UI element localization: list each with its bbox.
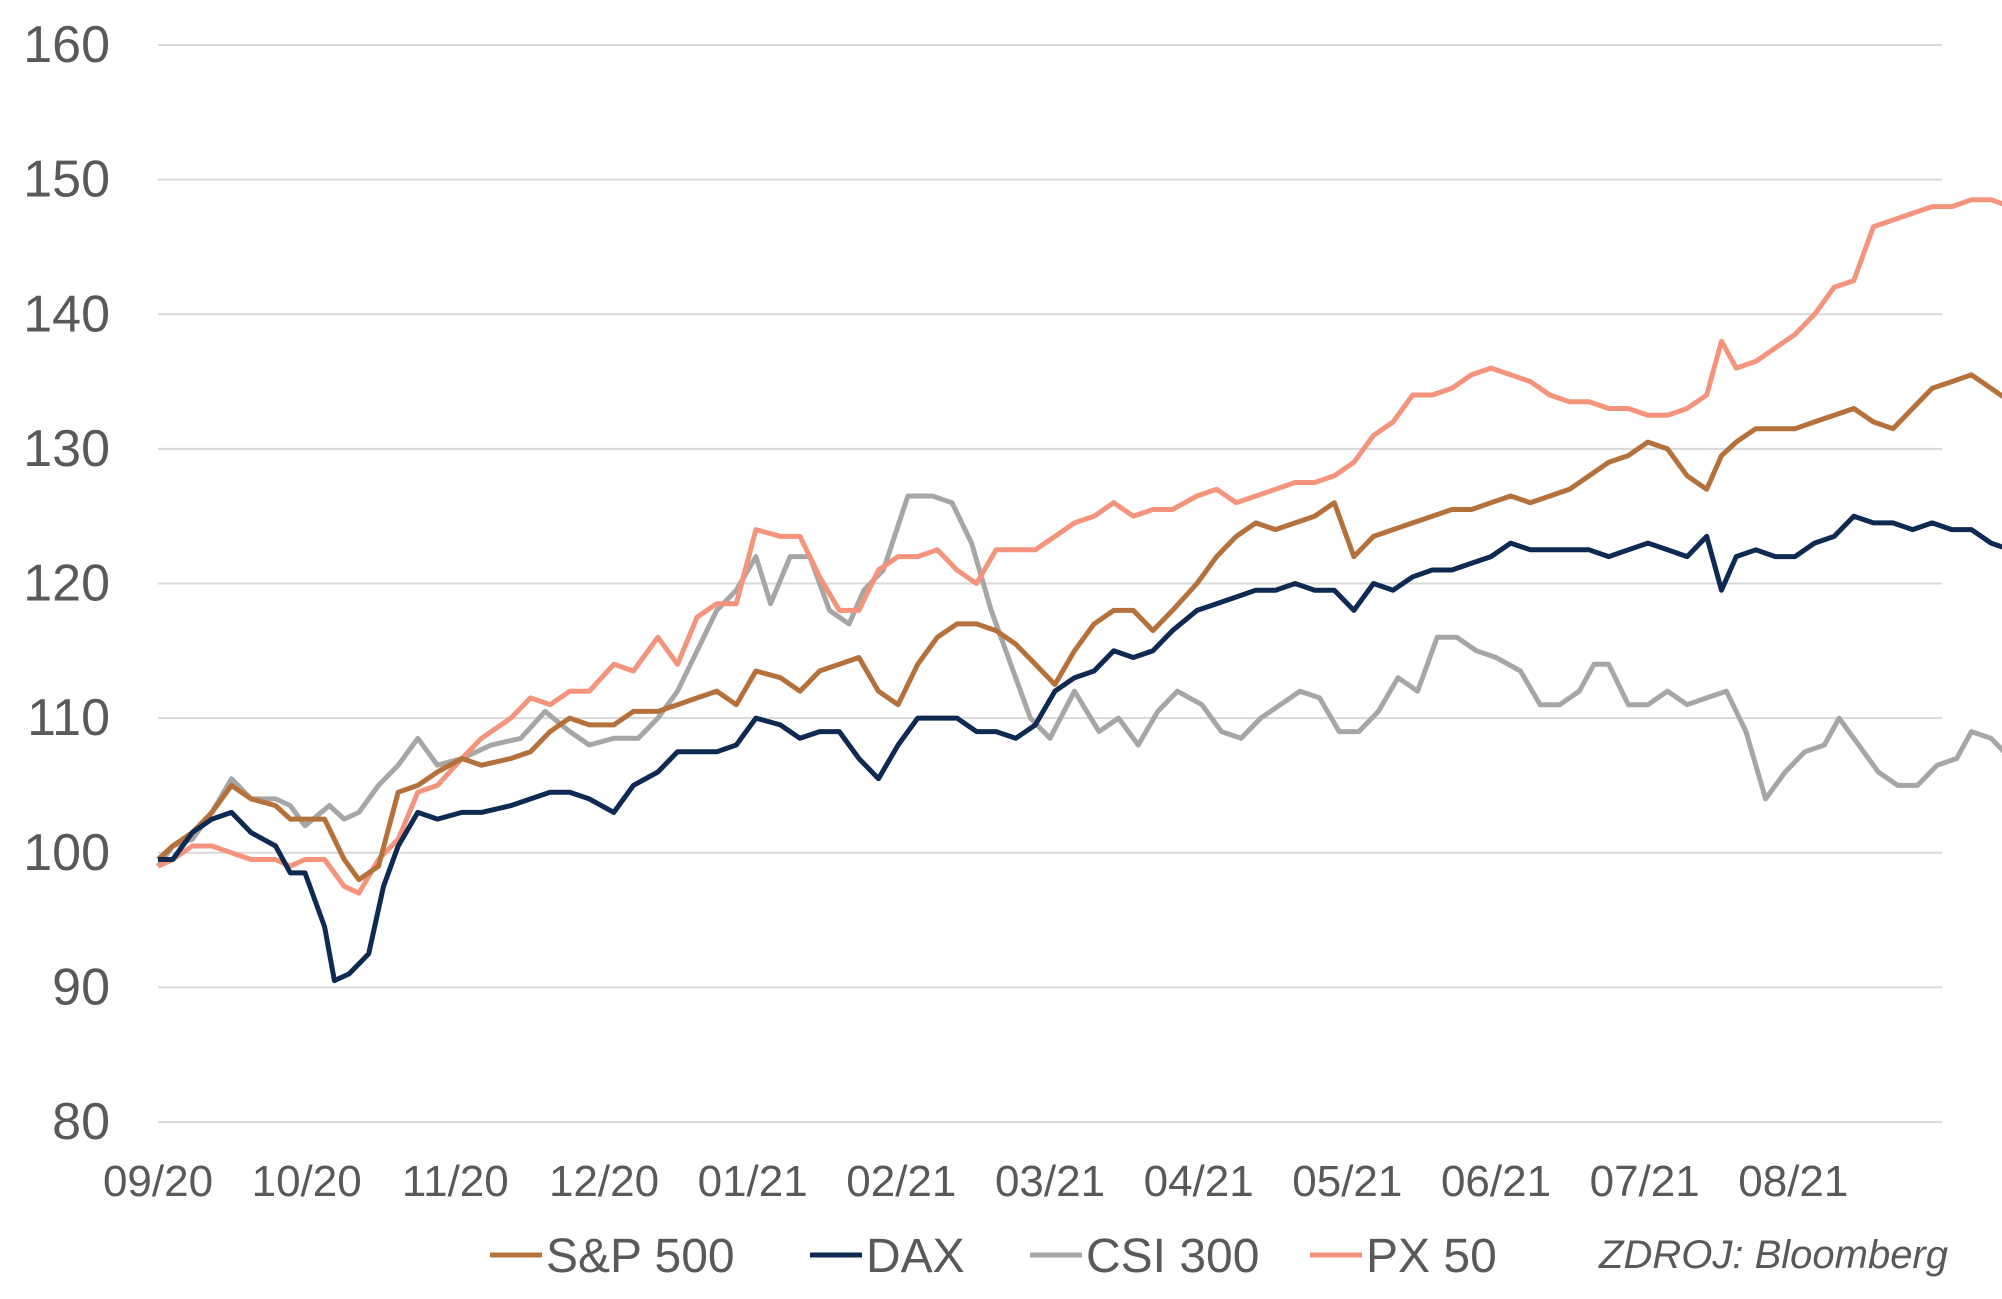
y-tick-label: 130 xyxy=(23,420,110,478)
legend: S&P 500 DAX CSI 300 PX 50 xyxy=(490,1230,1497,1283)
x-tick-label: 10/20 xyxy=(252,1157,362,1206)
x-tick-label: 07/21 xyxy=(1590,1157,1700,1206)
legend-label: S&P 500 xyxy=(546,1230,735,1283)
y-tick-label: 150 xyxy=(23,151,110,209)
legend-label: DAX xyxy=(866,1230,965,1283)
source-label: ZDROJ: Bloomberg xyxy=(1598,1233,1948,1277)
series-line-csi-300 xyxy=(155,493,2002,868)
y-tick-label: 120 xyxy=(23,555,110,613)
x-tick-label: 06/21 xyxy=(1441,1157,1551,1206)
series-line-dax xyxy=(158,513,2002,984)
gridlines xyxy=(158,44,1942,1123)
x-tick-label: 01/21 xyxy=(698,1157,808,1206)
legend-label: PX 50 xyxy=(1366,1230,1497,1283)
x-axis-ticks: 09/20 10/20 11/20 12/20 01/21 02/21 03/21 04/21… xyxy=(103,1157,1848,1206)
x-tick-label: 04/21 xyxy=(1144,1157,1254,1206)
series-line-s-p-500 xyxy=(156,372,2002,883)
y-tick-label: 110 xyxy=(27,689,110,747)
x-tick-label: 12/20 xyxy=(549,1157,659,1206)
x-tick-label: 11/20 xyxy=(402,1157,509,1206)
y-tick-label: 160 xyxy=(23,16,110,74)
y-tick-label: 80 xyxy=(52,1093,110,1151)
series-lines xyxy=(155,197,2002,984)
y-tick-label: 100 xyxy=(23,824,110,882)
series-line-px-50 xyxy=(156,197,2002,896)
y-axis-ticks: 80 90 100 110 120 130 140 150 160 xyxy=(23,16,110,1151)
x-tick-label: 05/21 xyxy=(1292,1157,1402,1206)
y-tick-label: 140 xyxy=(23,285,110,343)
legend-label: CSI 300 xyxy=(1086,1230,1259,1283)
x-tick-label: 09/20 xyxy=(103,1157,213,1206)
y-tick-label: 90 xyxy=(52,958,110,1016)
x-tick-label: 08/21 xyxy=(1738,1157,1848,1206)
x-tick-label: 02/21 xyxy=(846,1157,956,1206)
x-tick-label: 03/21 xyxy=(995,1157,1105,1206)
